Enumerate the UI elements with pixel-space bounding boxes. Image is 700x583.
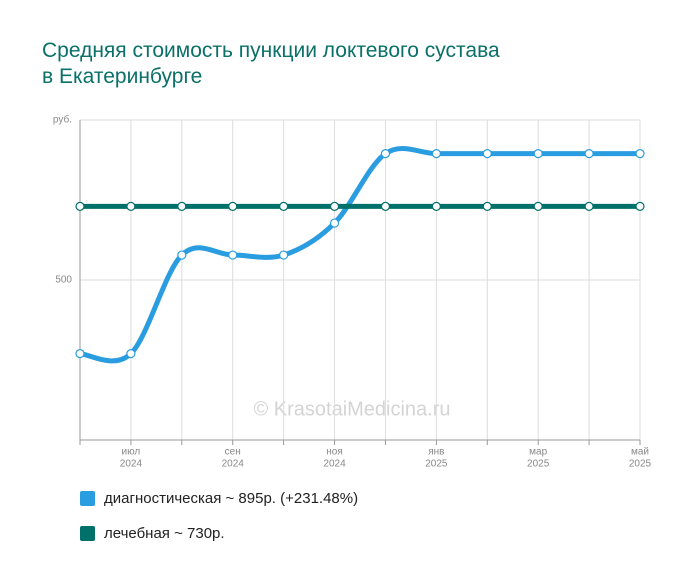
data-point [431,201,441,211]
data-point [75,349,85,359]
x-tick-label: 2025 [629,459,652,470]
data-point [635,149,645,159]
data-point [431,149,441,159]
x-tick-label: янв [428,447,444,458]
data-point [329,201,340,211]
data-point [329,218,340,228]
series-line [79,146,640,364]
x-tick-label: 2024 [120,459,143,470]
chart-title: Средняя стоимость пункции локтевого суст… [42,39,500,88]
data-point [533,201,543,211]
data-point [177,201,187,211]
x-tick-label: 2024 [323,459,346,470]
x-tick-label: 2025 [527,459,550,470]
data-point [482,149,492,159]
x-tick-label: май [631,447,649,458]
y-tick-label: руб. [53,114,72,126]
x-tick-label: сен [225,447,241,458]
data-point [380,201,391,211]
legend-swatch [80,491,95,506]
legend-swatch [80,526,95,541]
data-point [126,349,136,359]
x-tick-label: 2025 [425,459,448,470]
y-tick-label: 500 [55,275,72,286]
data-point [584,149,594,159]
data-point [482,201,492,211]
legend-label: лечебная ~ 730р. [104,525,225,542]
data-point [228,250,238,260]
data-point [279,201,289,211]
watermark: © KrasotaiMedicina.ru [253,398,450,420]
data-point [228,201,238,211]
data-point [635,201,645,211]
data-point [177,250,187,260]
data-point [279,250,289,260]
data-point [533,149,543,159]
legend-label: диагностическая ~ 895р. (+231.48%) [104,490,358,507]
x-tick-label: июл [122,447,141,458]
data-point [126,201,136,211]
data-point [584,201,594,211]
x-tick-label: ноя [326,447,343,458]
x-tick-label: 2024 [222,459,245,470]
data-point [75,201,85,211]
data-point [380,149,391,159]
x-tick-label: мар [529,447,547,458]
